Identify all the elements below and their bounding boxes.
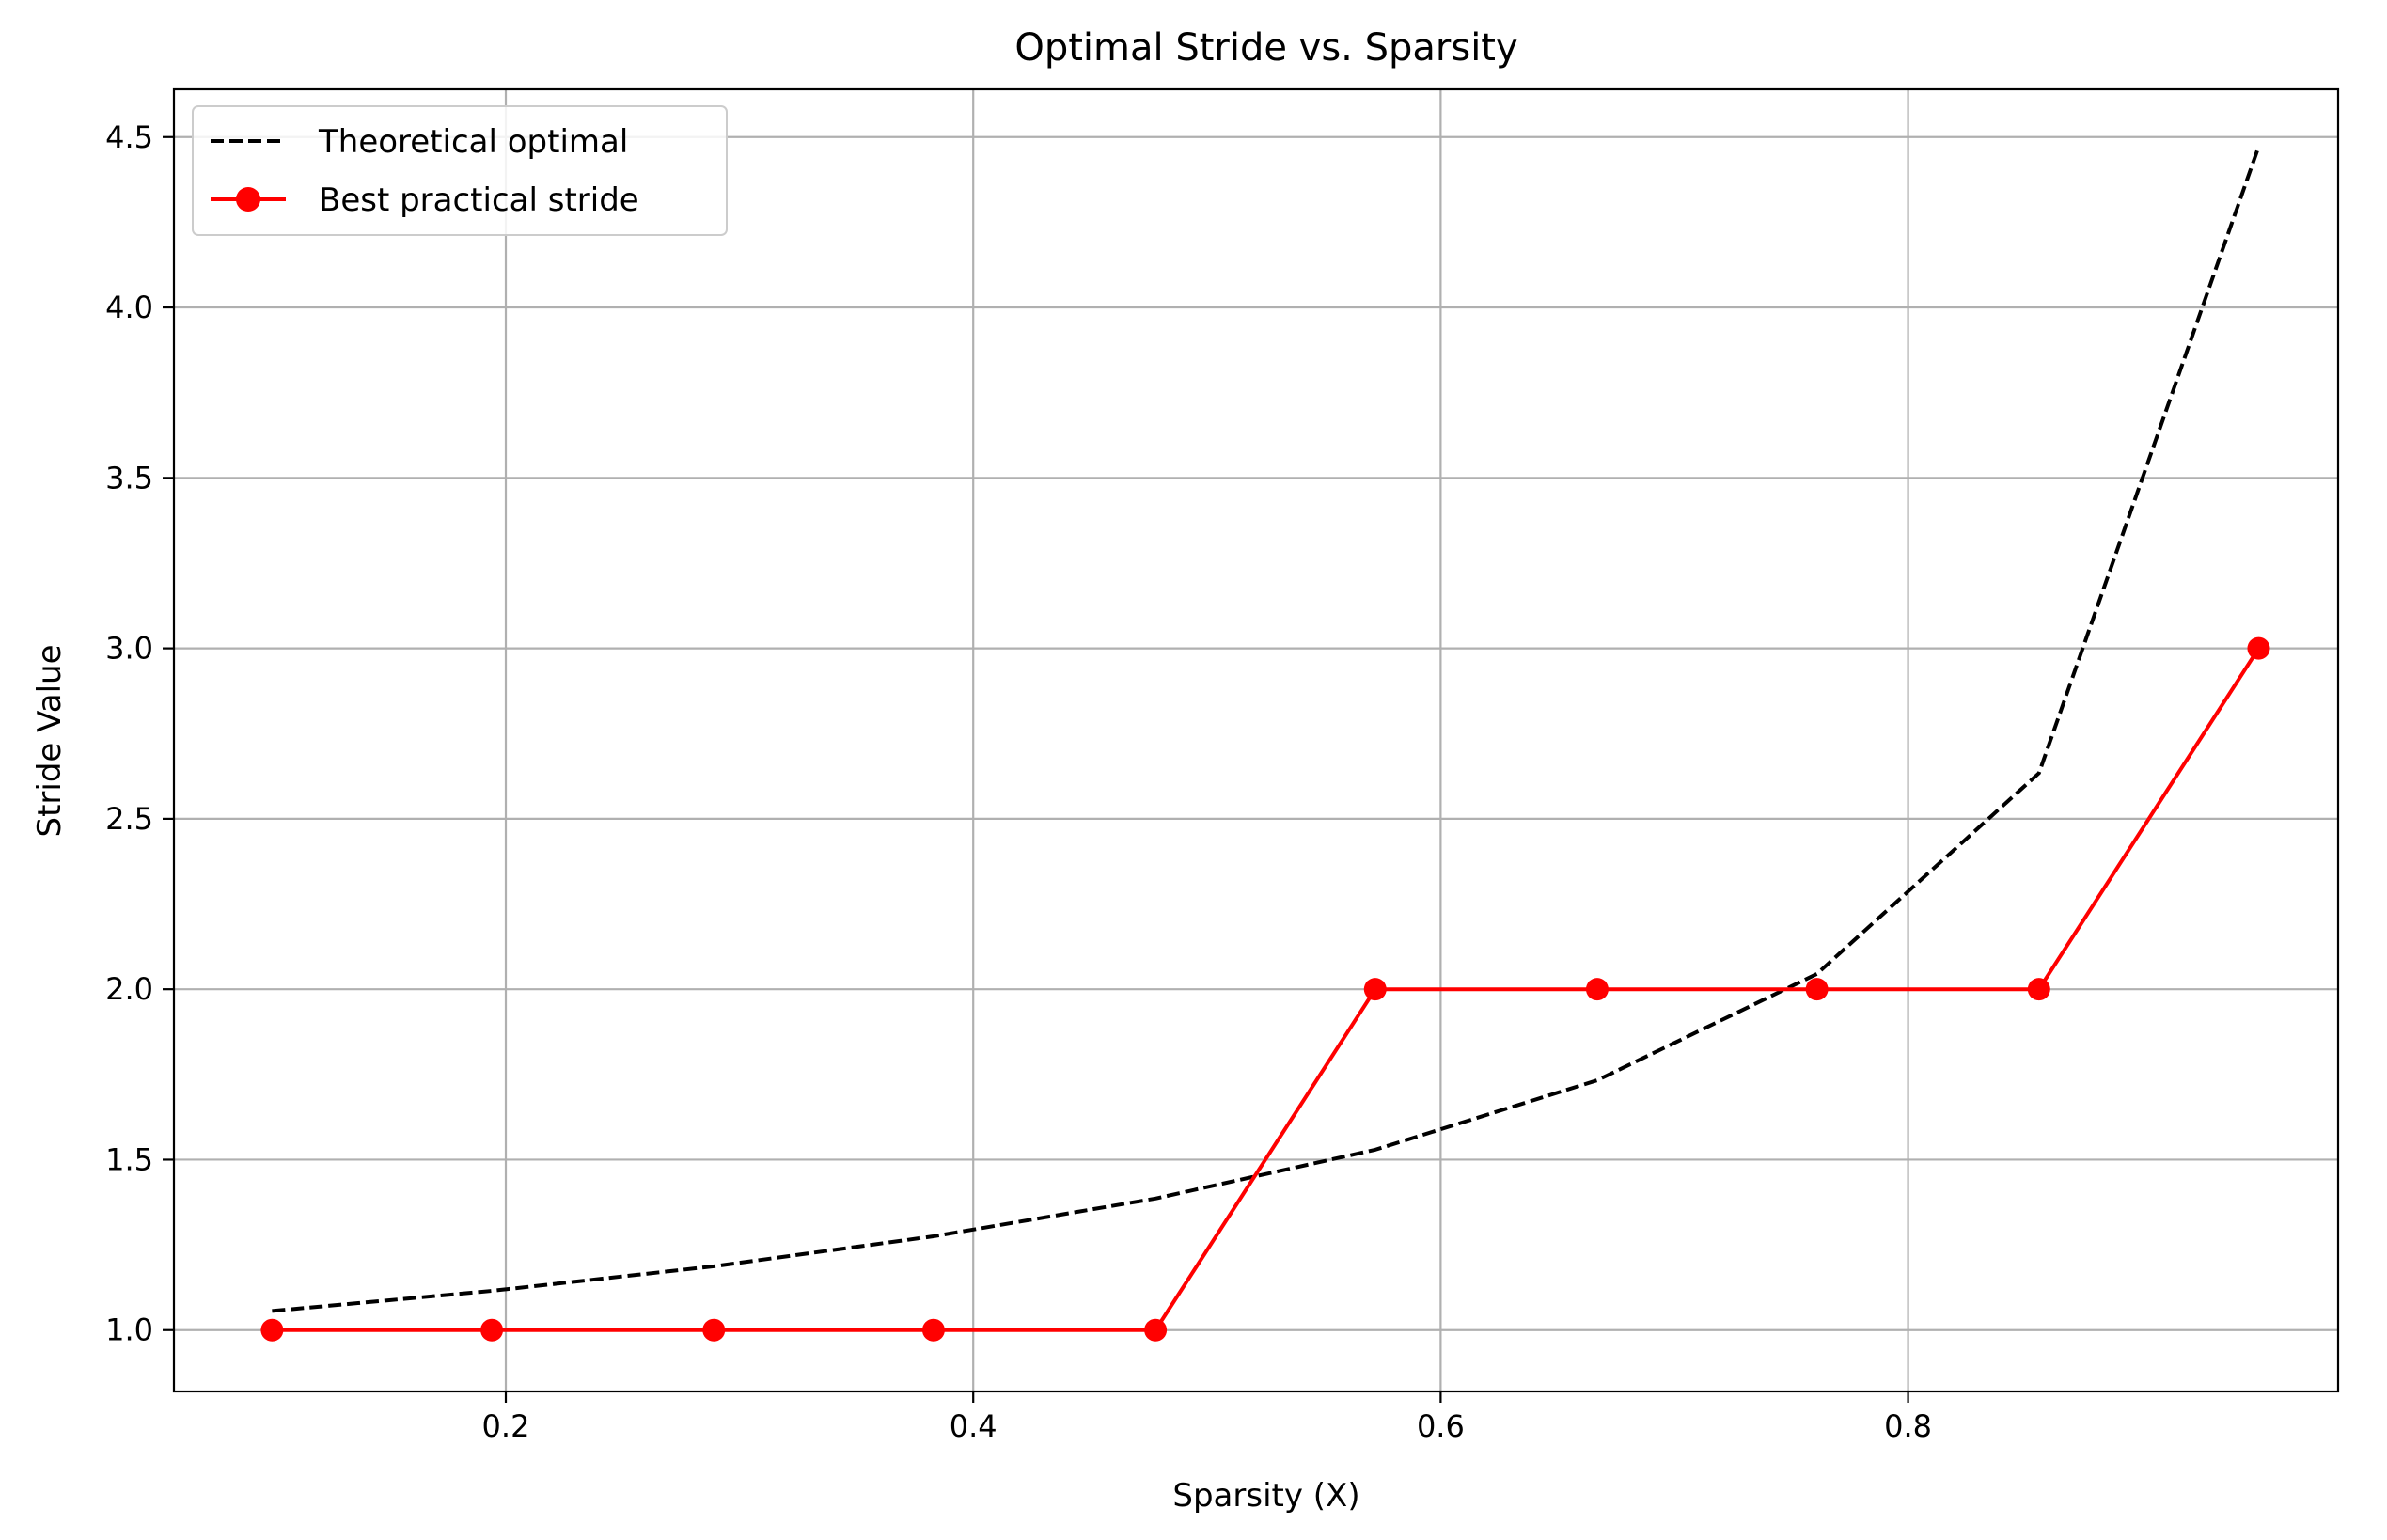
data-point-practical [1363,978,1387,1001]
chart-title: Optimal Stride vs. Sparsity [1014,26,1517,70]
legend-label-theoretical: Theoretical optimal [318,123,628,161]
legend-label-practical: Best practical stride [319,181,639,219]
y-tick-label: 3.0 [105,631,153,667]
x-tick-label: 0.8 [1884,1408,1932,1444]
data-point-practical [2247,636,2270,660]
data-point-practical [702,1318,726,1342]
series-line-theoretical [272,146,2261,1313]
y-tick-label: 1.0 [105,1312,153,1348]
data-point-practical [2027,978,2050,1001]
data-point-practical [1805,978,1829,1001]
x-tick-label: 0.2 [482,1408,530,1444]
y-tick-label: 2.5 [105,801,153,837]
legend-marker-practical [236,187,260,212]
x-tick-label: 0.4 [950,1408,997,1444]
legend: Theoretical optimal Best practical strid… [192,105,728,236]
y-tick-label: 4.0 [105,290,153,325]
x-tick-label: 0.6 [1417,1408,1465,1444]
series-layer [260,146,2270,1342]
data-point-practical [260,1318,284,1342]
grid [174,89,2338,1391]
data-point-practical [921,1318,945,1342]
x-axis-label: Sparsity (X) [1172,1477,1359,1515]
y-tick-label: 1.5 [105,1141,153,1177]
y-axis-label: Stride Value [31,644,69,837]
data-point-practical [480,1318,504,1342]
y-tick-label: 3.5 [105,460,153,495]
data-point-practical [1144,1318,1168,1342]
y-tick-label: 2.0 [105,971,153,1007]
axis-ticks: 0.2 0.4 0.6 0.8 1.0 1.5 2.0 2.5 3.0 3.5 4.0 4.5 [105,119,1932,1444]
plot-area-frame [172,87,2340,1393]
y-tick-label: 4.5 [105,119,153,155]
data-point-practical [1585,978,1609,1001]
legend-frame [192,105,728,236]
series-line-practical [272,647,2261,1332]
